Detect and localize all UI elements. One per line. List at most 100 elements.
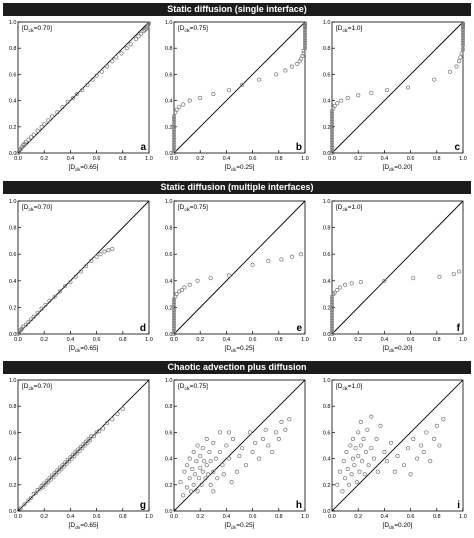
data-point [171, 331, 177, 337]
panel-i: 0.00.0 0.2 0.2 0.4 0.4 0.6 0.6 0.8 0.8 1.0 1.0 [Dcl… [323, 378, 467, 530]
data-point [345, 467, 350, 472]
axis-label: [Dclk=0.65] [69, 164, 99, 172]
data-point [196, 476, 201, 481]
data-point [301, 51, 306, 56]
y-tick-label: 0.6 [323, 430, 331, 436]
data-point [99, 69, 104, 74]
data-point [302, 38, 308, 43]
y-tick-label: 0.4 [9, 99, 17, 105]
reference-line [173, 200, 306, 335]
data-point [302, 43, 308, 48]
data-point [270, 450, 275, 455]
axis-label: [Dclk=0.70] [22, 25, 52, 33]
data-point [85, 440, 90, 445]
data-point [80, 446, 85, 451]
axis-label: [Dclk=0.70] [22, 383, 52, 391]
y-tick-label: 0.0 [9, 151, 17, 157]
y-tick-label: 1.0 [9, 199, 17, 205]
data-point [329, 323, 335, 329]
y-tick-label: 0.6 [165, 252, 173, 258]
data-point [329, 127, 335, 132]
x-tick-label: 1.0 [145, 337, 153, 343]
y-tick-label: 1.0 [323, 199, 331, 205]
x-tick-label: 0.8 [275, 156, 283, 162]
data-point [171, 124, 177, 129]
reference-line [173, 379, 306, 512]
data-point [341, 459, 346, 464]
data-point [63, 460, 68, 465]
data-point [207, 450, 212, 455]
data-point [432, 77, 437, 82]
data-point [52, 470, 57, 476]
y-tick-label: 0.0 [165, 332, 173, 338]
reference-line [17, 21, 150, 154]
data-point [98, 252, 103, 257]
data-point [23, 322, 28, 327]
data-point [362, 472, 367, 477]
x-tick-label: 0.0 [328, 514, 336, 520]
x-tick-label: 1.0 [145, 156, 153, 162]
data-point [441, 417, 446, 422]
y-tick-label: 0.8 [9, 46, 17, 52]
data-point [335, 101, 340, 106]
data-point [181, 102, 186, 107]
data-point [211, 489, 216, 494]
data-point [437, 443, 442, 448]
data-point [23, 139, 28, 144]
data-point [64, 461, 69, 466]
y-tick-label: 0.2 [323, 305, 331, 311]
data-point [74, 451, 80, 456]
data-point [392, 469, 397, 474]
data-point [171, 137, 177, 142]
data-point [339, 98, 344, 103]
data-point [329, 308, 335, 313]
data-point [47, 476, 52, 481]
data-point [329, 318, 335, 323]
data-point [187, 476, 192, 481]
data-point [457, 59, 462, 64]
x-tick-label: 0.6 [249, 156, 257, 162]
data-point [188, 489, 194, 494]
data-point [460, 23, 466, 28]
data-point [257, 456, 262, 461]
data-point [171, 150, 177, 156]
data-point [84, 264, 89, 269]
x-tick-label: 0.4 [67, 337, 75, 343]
data-point [329, 140, 335, 145]
y-tick-label: 0.8 [323, 46, 331, 52]
x-tick-label: 0.0 [328, 156, 336, 162]
y-tick-label: 1.0 [165, 378, 173, 384]
data-point [335, 482, 340, 487]
data-point [211, 92, 216, 97]
data-point [40, 485, 45, 490]
data-point [48, 477, 53, 482]
data-point [68, 280, 73, 285]
data-point [174, 292, 179, 297]
data-point [141, 29, 146, 34]
data-point [35, 310, 40, 315]
data-point [283, 68, 288, 73]
data-point [39, 124, 44, 129]
data-point [63, 284, 68, 289]
data-point [21, 143, 26, 148]
data-point [460, 30, 466, 35]
data-point [59, 467, 64, 472]
y-tick-label: 0.4 [165, 99, 173, 105]
axis-label: [Dclk=0.20] [383, 164, 413, 172]
data-point [46, 118, 51, 123]
data-point [369, 414, 374, 419]
panel-e: 0.00.0 0.2 0.2 0.4 0.4 0.6 0.6 0.8 0.8 1.0 1.0 [Dcl… [165, 199, 309, 353]
y-tick-label: 0.0 [165, 151, 173, 157]
x-tick-label: 0.0 [170, 514, 178, 520]
data-point [52, 294, 57, 299]
x-tick-label: 0.6 [249, 337, 257, 343]
data-point [46, 480, 51, 485]
axis-label: [Dclk=0.65] [69, 345, 99, 353]
data-point [329, 143, 335, 148]
data-point [171, 323, 177, 329]
data-point [358, 419, 363, 424]
data-point [395, 453, 400, 459]
y-tick-label: 0.4 [9, 457, 17, 463]
axis-label: [Dclk=0.65] [69, 522, 99, 530]
x-tick-label: 0.8 [119, 156, 127, 162]
